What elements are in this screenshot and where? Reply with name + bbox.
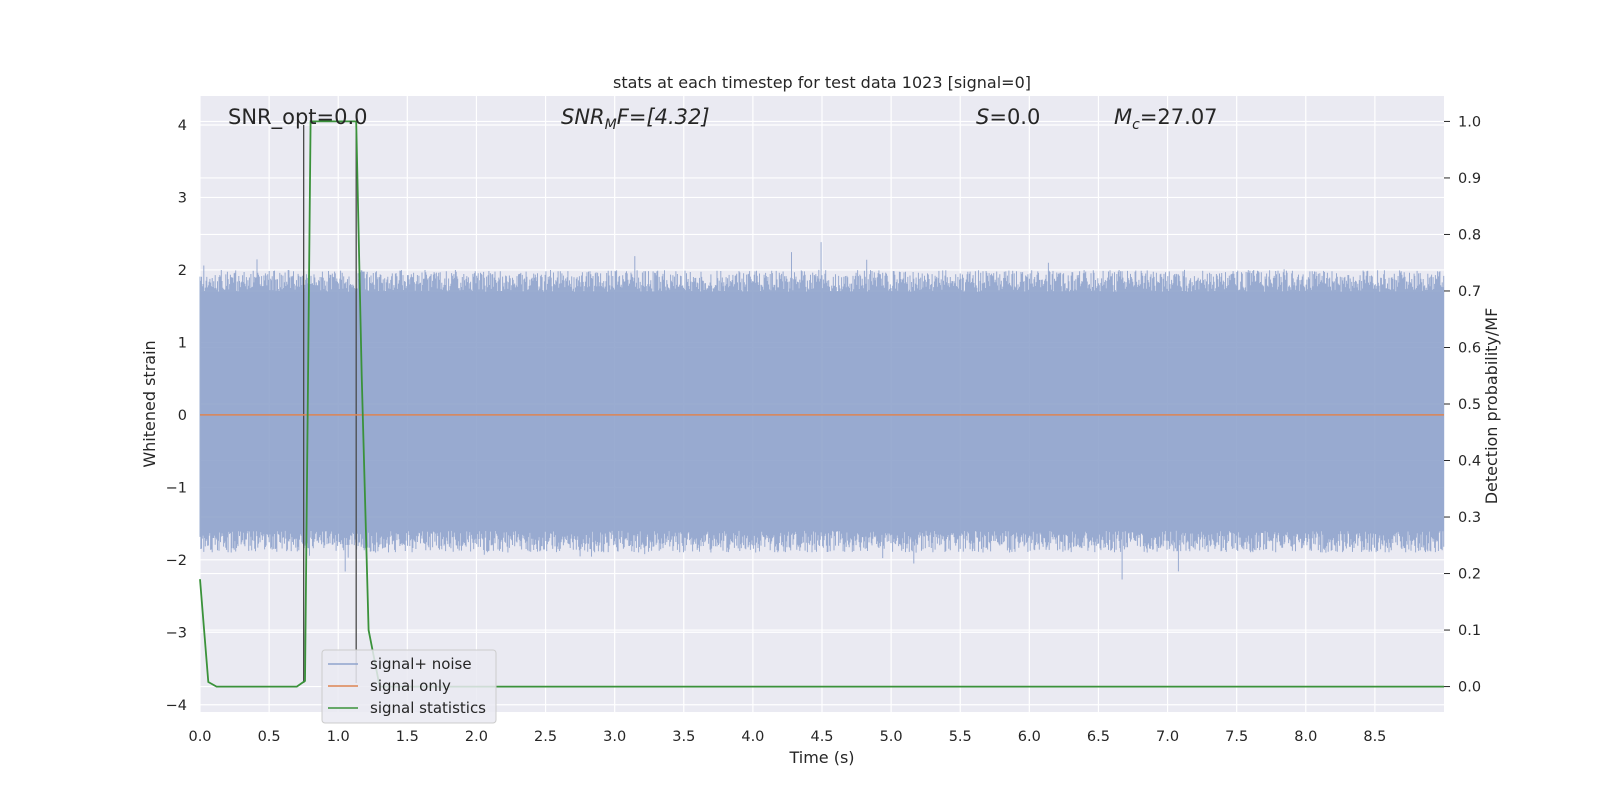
x-tick-label: 8.5: [1363, 729, 1386, 745]
x-tick-label: 0.0: [188, 729, 211, 745]
y2-tick-label: 0.3: [1458, 510, 1481, 526]
x-tick-labels: 0.0 0.5 1.0 1.5 2.0 2.5 3.0 3.5 4.0 4.5 5.0 5.5 6.0 6…: [188, 729, 1386, 745]
y2-tick-label: 0.1: [1458, 623, 1481, 639]
y2-tick-label: 1.0: [1458, 114, 1481, 130]
y-tick-label: 0: [178, 408, 187, 424]
x-tick-label: 0.5: [258, 729, 281, 745]
snr-opt-annotation: SNR_opt=0.0: [228, 105, 368, 130]
legend-label-noise: signal+ noise: [370, 655, 472, 673]
x-tick-label: 5.0: [880, 729, 903, 745]
x-tick-label: 5.5: [949, 729, 972, 745]
x-tick-label: 6.5: [1087, 729, 1110, 745]
y2-tick-label: 0.6: [1458, 340, 1481, 356]
legend-label-stats: signal statistics: [370, 699, 486, 717]
y-tick-label: 3: [178, 190, 187, 206]
vertical-markers: [303, 124, 357, 684]
y-tick-label: 4: [178, 118, 187, 134]
x-tick-label: 2.5: [534, 729, 557, 745]
x-tick-label: 6.0: [1018, 729, 1041, 745]
legend: signal+ noise signal only signal statist…: [321, 649, 497, 724]
y-tick-label: −4: [166, 698, 187, 714]
y2-tick-label: 0.0: [1458, 680, 1481, 696]
y2-tick-label: 0.4: [1458, 454, 1481, 470]
mc-annotation: Mc=27.07: [1114, 105, 1218, 133]
y-tick-label: 2: [178, 263, 187, 279]
chart-title: stats at each timestep for test data 102…: [613, 73, 1031, 92]
snr-mf-annotation: SNRMF=[4.32]: [561, 105, 710, 133]
y2-tick-label: 0.2: [1458, 567, 1481, 583]
x-tick-label: 2.0: [465, 729, 488, 745]
legend-box: [321, 649, 497, 724]
y-tick-label: −3: [166, 625, 187, 641]
y-axis-label: Whitened strain: [140, 340, 159, 467]
y-tick-labels: −4 −3 −2 −1 0 1 2 3 4: [166, 118, 187, 714]
y-tick-label: −2: [166, 553, 187, 569]
x-tick-label: 3.5: [672, 729, 695, 745]
line-series: [199, 120, 1444, 688]
signal-statistics-line: [199, 120, 1444, 688]
y2-tick-label: 0.8: [1458, 227, 1481, 243]
y-tick-label: 1: [178, 335, 187, 351]
x-tick-label: 1.0: [327, 729, 350, 745]
signal-noise-series: [199, 242, 1445, 580]
y2-tick-label: 0.7: [1458, 284, 1481, 300]
x-tick-label: 4.0: [741, 729, 764, 745]
x-tick-label: 3.0: [603, 729, 626, 745]
x-tick-label: 1.5: [396, 729, 419, 745]
y2-tick-label: 0.5: [1458, 397, 1481, 413]
x-tick-label: 7.5: [1225, 729, 1248, 745]
y2-tick-labels: 0.0 0.1 0.2 0.3 0.4 0.5 0.6 0.7 0.8 0.9 1.0: [1444, 114, 1481, 696]
y-tick-label: −1: [166, 480, 187, 496]
y2-tick-label: 0.9: [1458, 171, 1481, 187]
s-annotation: S=0.0: [976, 105, 1040, 129]
legend-label-signal-only: signal only: [370, 677, 451, 695]
x-tick-label: 4.5: [810, 729, 833, 745]
x-tick-label: 8.0: [1294, 729, 1317, 745]
x-tick-label: 7.0: [1156, 729, 1179, 745]
noise-trace: [199, 242, 1445, 580]
x-axis-label: Time (s): [788, 748, 854, 767]
y2-axis-label: Detection probability/MF: [1482, 308, 1501, 505]
